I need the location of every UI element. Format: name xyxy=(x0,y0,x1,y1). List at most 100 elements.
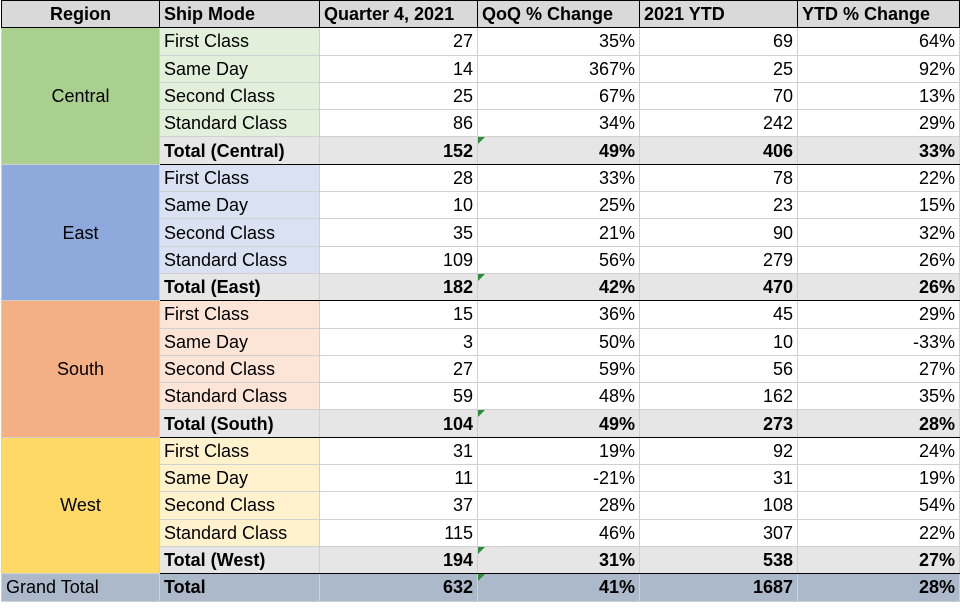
q4-cell[interactable]: 3 xyxy=(319,327,478,356)
ytd-change-cell[interactable]: 22% xyxy=(797,518,960,547)
qoq-change-cell[interactable]: 25% xyxy=(477,191,640,220)
total-ytd-cell[interactable]: 273 xyxy=(639,409,798,438)
header-qoq-change[interactable]: QoQ % Change xyxy=(477,0,640,29)
ship-mode-cell[interactable]: First Class xyxy=(159,163,320,193)
region-cell[interactable]: Central xyxy=(1,27,160,165)
ytd-change-cell[interactable]: 54% xyxy=(797,491,960,520)
header-2021-ytd[interactable]: 2021 YTD xyxy=(639,0,798,29)
q4-cell[interactable]: 14 xyxy=(319,54,478,83)
ship-mode-cell[interactable]: Second Class xyxy=(159,218,320,247)
q4-cell[interactable]: 27 xyxy=(319,27,478,56)
header-ytd-change[interactable]: YTD % Change xyxy=(797,0,960,29)
qoq-change-cell[interactable]: 28% xyxy=(477,491,640,520)
qoq-change-cell[interactable]: 48% xyxy=(477,382,640,411)
qoq-change-cell[interactable]: 56% xyxy=(477,245,640,274)
total-ytd-change-cell[interactable]: 27% xyxy=(797,545,960,575)
ytd-cell[interactable]: 70 xyxy=(639,81,798,111)
ship-mode-cell[interactable]: Same Day xyxy=(159,464,320,493)
ytd-cell[interactable]: 25 xyxy=(639,54,798,83)
q4-cell[interactable]: 28 xyxy=(319,163,478,193)
ship-mode-cell[interactable]: Same Day xyxy=(159,327,320,356)
ytd-change-cell[interactable]: 15% xyxy=(797,191,960,220)
total-q4-cell[interactable]: 182 xyxy=(319,272,478,302)
q4-cell[interactable]: 37 xyxy=(319,491,478,520)
q4-cell[interactable]: 27 xyxy=(319,354,478,384)
ytd-change-cell[interactable]: 29% xyxy=(797,109,960,138)
header-region[interactable]: Region xyxy=(1,0,160,29)
total-qoq-cell[interactable]: 49% xyxy=(477,136,640,165)
qoq-change-cell[interactable]: 19% xyxy=(477,436,640,466)
ship-mode-cell[interactable]: Second Class xyxy=(159,491,320,520)
ytd-cell[interactable]: 90 xyxy=(639,218,798,247)
qoq-change-cell[interactable]: 33% xyxy=(477,163,640,193)
ship-mode-cell[interactable]: First Class xyxy=(159,300,320,329)
grand-q4-cell[interactable]: 632 xyxy=(319,573,478,602)
ytd-change-cell[interactable]: 29% xyxy=(797,300,960,329)
q4-cell[interactable]: 35 xyxy=(319,218,478,247)
qoq-change-cell[interactable]: 35% xyxy=(477,27,640,56)
ytd-cell[interactable]: 31 xyxy=(639,464,798,493)
ytd-cell[interactable]: 69 xyxy=(639,27,798,56)
ship-mode-cell[interactable]: Same Day xyxy=(159,191,320,220)
region-cell[interactable]: East xyxy=(1,163,160,302)
ytd-change-cell[interactable]: 27% xyxy=(797,354,960,384)
total-label-cell[interactable]: Total (West) xyxy=(159,545,320,575)
ytd-cell[interactable]: 162 xyxy=(639,382,798,411)
grand-qoq-cell[interactable]: 41% xyxy=(477,573,640,602)
ytd-change-cell[interactable]: 64% xyxy=(797,27,960,56)
total-ytd-change-cell[interactable]: 28% xyxy=(797,409,960,438)
ytd-change-cell[interactable]: 24% xyxy=(797,436,960,466)
total-ytd-change-cell[interactable]: 33% xyxy=(797,136,960,165)
q4-cell[interactable]: 115 xyxy=(319,518,478,547)
qoq-change-cell[interactable]: 21% xyxy=(477,218,640,247)
q4-cell[interactable]: 15 xyxy=(319,300,478,329)
ytd-change-cell[interactable]: 13% xyxy=(797,81,960,111)
total-label-cell[interactable]: Total (Central) xyxy=(159,136,320,165)
q4-cell[interactable]: 109 xyxy=(319,245,478,274)
qoq-change-cell[interactable]: 34% xyxy=(477,109,640,138)
total-qoq-cell[interactable]: 42% xyxy=(477,272,640,302)
ytd-change-cell[interactable]: 35% xyxy=(797,382,960,411)
total-qoq-cell[interactable]: 31% xyxy=(477,545,640,575)
ship-mode-cell[interactable]: Standard Class xyxy=(159,109,320,138)
ytd-cell[interactable]: 92 xyxy=(639,436,798,466)
total-ytd-change-cell[interactable]: 26% xyxy=(797,272,960,302)
ytd-cell[interactable]: 242 xyxy=(639,109,798,138)
header-quarter-4[interactable]: Quarter 4, 2021 xyxy=(319,0,478,29)
ytd-cell[interactable]: 10 xyxy=(639,327,798,356)
header-ship-mode[interactable]: Ship Mode xyxy=(159,0,320,29)
q4-cell[interactable]: 86 xyxy=(319,109,478,138)
qoq-change-cell[interactable]: 50% xyxy=(477,327,640,356)
q4-cell[interactable]: 11 xyxy=(319,464,478,493)
total-q4-cell[interactable]: 194 xyxy=(319,545,478,575)
grand-ytd-cell[interactable]: 1687 xyxy=(639,573,798,602)
total-q4-cell[interactable]: 104 xyxy=(319,409,478,438)
qoq-change-cell[interactable]: 67% xyxy=(477,81,640,111)
ship-mode-cell[interactable]: Standard Class xyxy=(159,245,320,274)
total-label-cell[interactable]: Total (East) xyxy=(159,272,320,302)
ship-mode-cell[interactable]: Standard Class xyxy=(159,382,320,411)
ytd-change-cell[interactable]: 19% xyxy=(797,464,960,493)
ship-mode-cell[interactable]: Second Class xyxy=(159,354,320,384)
ytd-change-cell[interactable]: 32% xyxy=(797,218,960,247)
grand-total-label-cell[interactable]: Grand Total xyxy=(1,573,160,602)
region-cell[interactable]: West xyxy=(1,436,160,575)
ytd-change-cell[interactable]: 26% xyxy=(797,245,960,274)
ship-mode-cell[interactable]: First Class xyxy=(159,27,320,56)
grand-ytd-change-cell[interactable]: 28% xyxy=(797,573,960,602)
region-cell[interactable]: South xyxy=(1,300,160,438)
total-ytd-cell[interactable]: 470 xyxy=(639,272,798,302)
ytd-cell[interactable]: 279 xyxy=(639,245,798,274)
total-ytd-cell[interactable]: 406 xyxy=(639,136,798,165)
q4-cell[interactable]: 10 xyxy=(319,191,478,220)
q4-cell[interactable]: 25 xyxy=(319,81,478,111)
ytd-cell[interactable]: 78 xyxy=(639,163,798,193)
ytd-cell[interactable]: 45 xyxy=(639,300,798,329)
grand-total-mode-cell[interactable]: Total xyxy=(159,573,320,602)
ytd-cell[interactable]: 23 xyxy=(639,191,798,220)
qoq-change-cell[interactable]: 367% xyxy=(477,54,640,83)
ytd-change-cell[interactable]: 22% xyxy=(797,163,960,193)
ytd-change-cell[interactable]: -33% xyxy=(797,327,960,356)
total-qoq-cell[interactable]: 49% xyxy=(477,409,640,438)
ship-mode-cell[interactable]: Same Day xyxy=(159,54,320,83)
